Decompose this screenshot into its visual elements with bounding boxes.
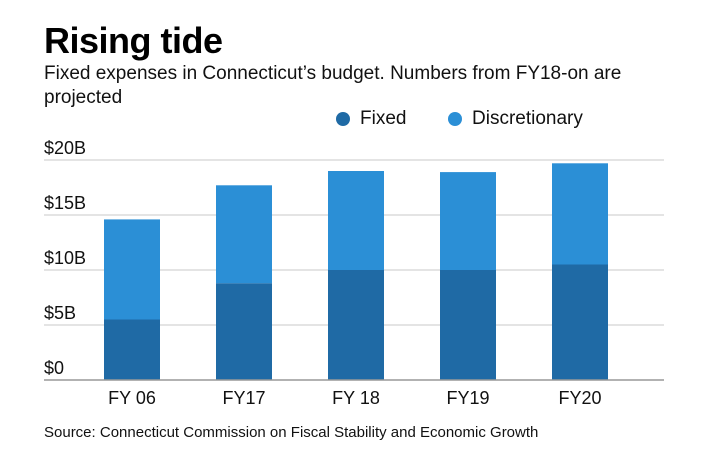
y-tick-label: $10B — [44, 248, 86, 268]
bar-discretionary-4 — [552, 163, 608, 265]
bar-fixed-4 — [552, 264, 608, 380]
legend-label-discretionary: Discretionary — [472, 108, 583, 129]
legend-swatch-discretionary — [448, 112, 462, 126]
legend-swatch-fixed — [336, 112, 350, 126]
bar-discretionary-1 — [216, 185, 272, 284]
x-tick-label: FY19 — [446, 388, 489, 408]
bar-fixed-0 — [104, 319, 160, 380]
y-tick-label: $0 — [44, 358, 64, 378]
legend-item-fixed: Fixed — [336, 108, 406, 130]
bar-fixed-1 — [216, 283, 272, 380]
y-tick-label: $20B — [44, 138, 86, 158]
bar-fixed-2 — [328, 270, 384, 380]
bar-discretionary-2 — [328, 171, 384, 270]
legend-label-fixed: Fixed — [360, 108, 407, 129]
x-tick-label: FY 18 — [332, 388, 380, 408]
source-note: Source: Connecticut Commission on Fiscal… — [44, 424, 539, 441]
y-tick-label: $15B — [44, 193, 86, 213]
bar-discretionary-3 — [440, 172, 496, 270]
x-tick-label: FY17 — [222, 388, 265, 408]
y-tick-label: $5B — [44, 303, 76, 323]
chart-subtitle: Fixed expenses in Connecticut’s budget. … — [44, 63, 622, 108]
bar-fixed-3 — [440, 270, 496, 380]
legend: Fixed Discretionary — [0, 108, 712, 130]
chart-title: Rising tide — [44, 20, 223, 61]
x-tick-label: FY20 — [558, 388, 601, 408]
x-tick-label: FY 06 — [108, 388, 156, 408]
bar-discretionary-0 — [104, 219, 160, 320]
legend-item-discretionary: Discretionary — [448, 108, 583, 130]
